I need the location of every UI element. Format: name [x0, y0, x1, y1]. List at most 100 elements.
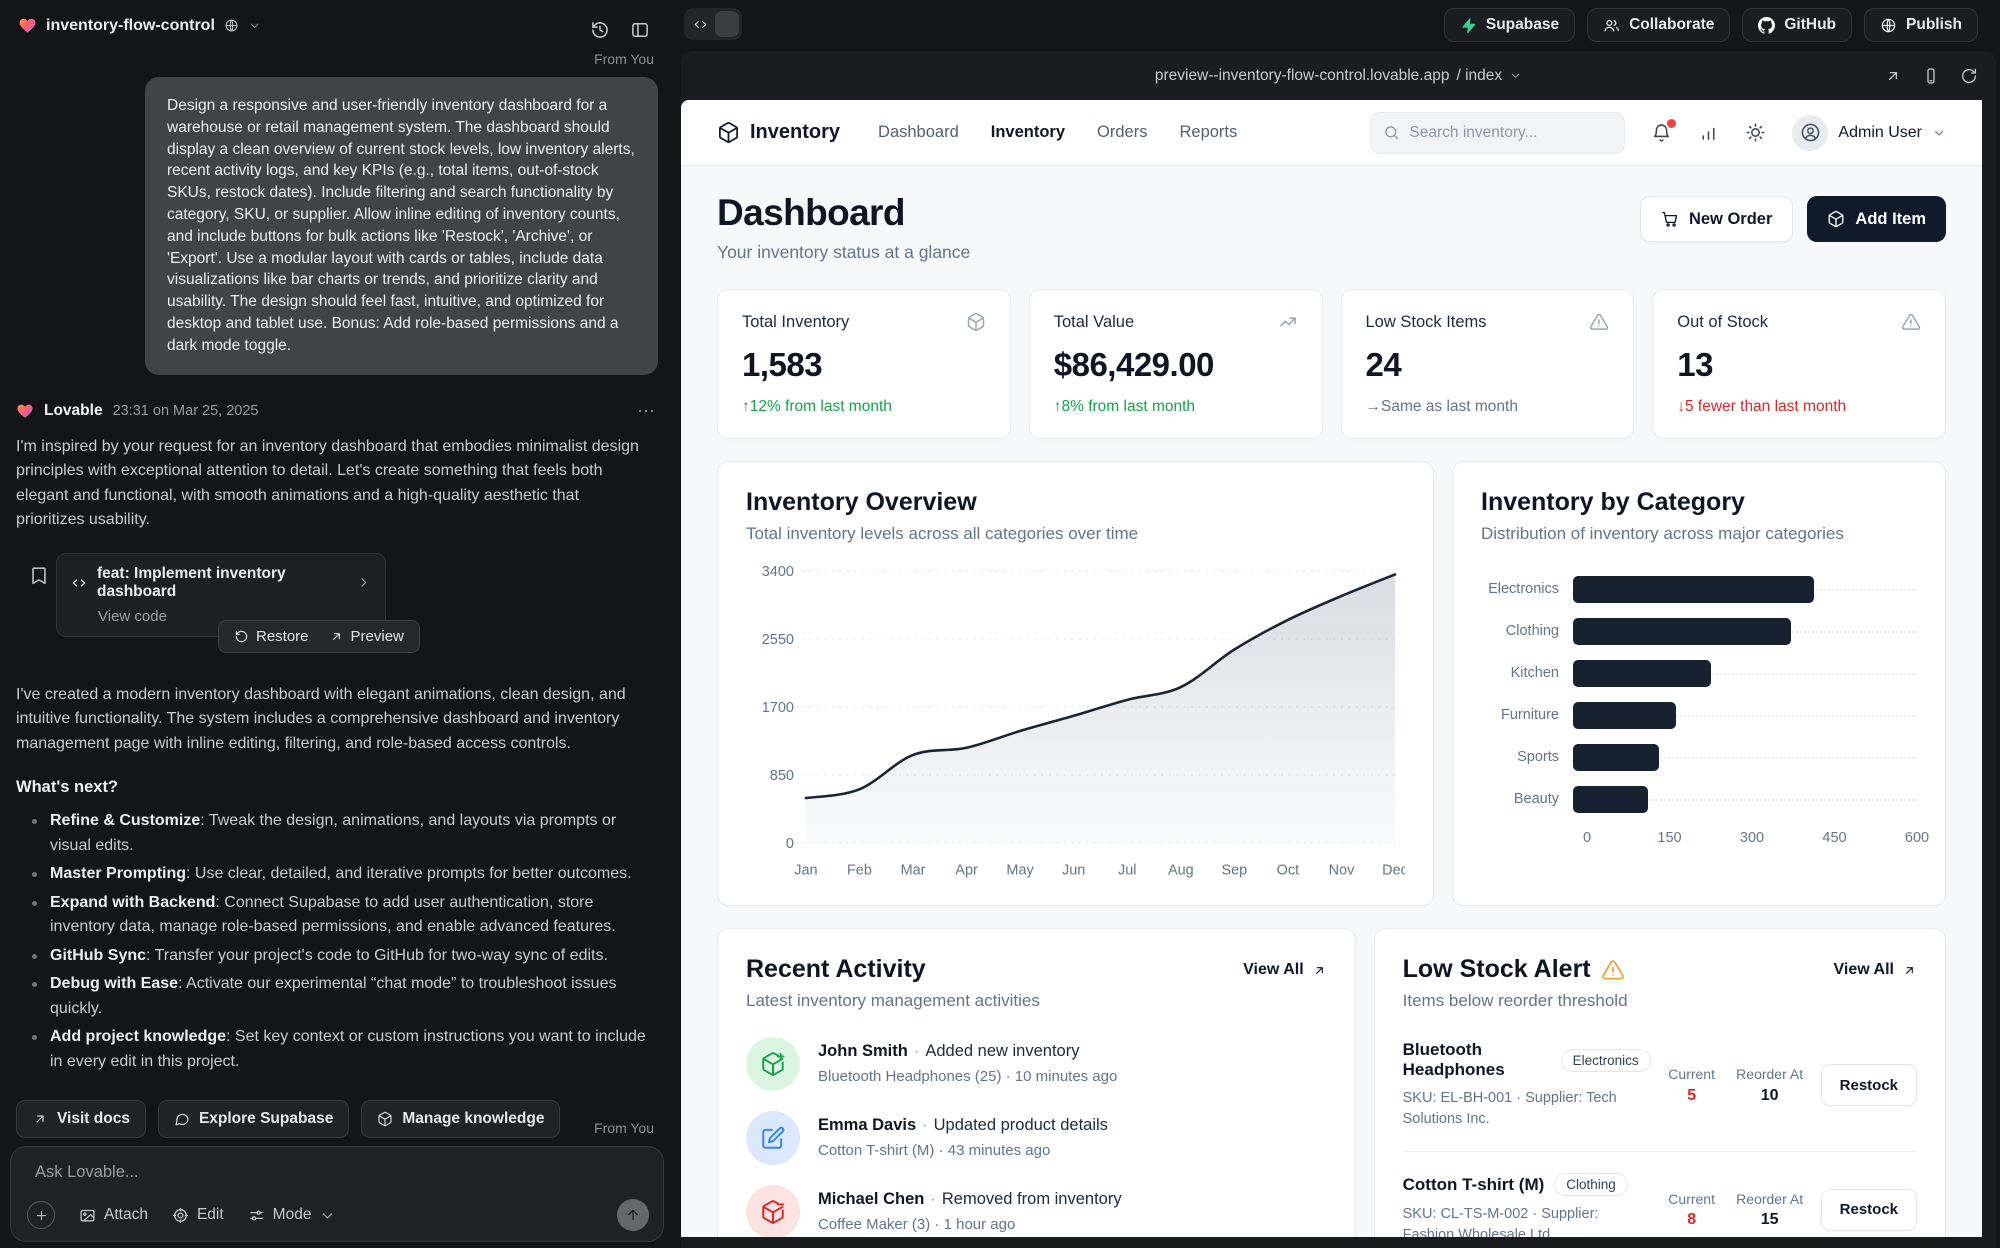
- kpi-delta: ↓5 fewer than last month: [1677, 398, 1847, 415]
- chevron-down-icon: [1932, 126, 1946, 140]
- nav-link-inventory[interactable]: Inventory: [990, 123, 1066, 141]
- preview-arrow-icon: [329, 629, 344, 644]
- bar: [1573, 743, 1659, 771]
- package-icon: [966, 312, 986, 332]
- chevron-down-icon: [319, 1207, 336, 1224]
- mobile-view-icon[interactable]: [1922, 67, 1940, 85]
- current-value: 8: [1687, 1211, 1697, 1229]
- topbar-button-collaborate[interactable]: Collaborate: [1587, 8, 1731, 42]
- page-title: Dashboard: [717, 192, 905, 233]
- mode-button[interactable]: Mode: [248, 1206, 337, 1224]
- assistant-summary: I've created a modern inventory dashboar…: [16, 685, 626, 752]
- bookmark-icon[interactable]: [28, 565, 50, 587]
- svg-text:Jul: Jul: [1118, 863, 1137, 879]
- axis-tick: 0: [1582, 830, 1592, 846]
- kpi-card: Total Value $86,429.00 ↑8% from last month: [1028, 289, 1323, 439]
- bar-row: Kitchen: [1481, 652, 1917, 694]
- svg-text:May: May: [1006, 863, 1034, 879]
- url-chevron-icon[interactable]: [1509, 69, 1522, 82]
- analytics-button[interactable]: [1698, 122, 1719, 143]
- edit-button[interactable]: Edit: [172, 1206, 224, 1224]
- arrow-up-icon: [625, 1207, 641, 1223]
- section-title: Low Stock Alert: [1403, 955, 1628, 984]
- message-menu-icon[interactable]: [636, 401, 656, 421]
- plus-icon: [34, 1208, 49, 1223]
- quick-action-button[interactable]: Visit docs: [16, 1100, 146, 1139]
- chat-input[interactable]: [35, 1163, 639, 1182]
- sliders-icon: [248, 1207, 265, 1224]
- topbar-button-publish[interactable]: Publish: [1864, 8, 1978, 42]
- lovable-heart-icon: [18, 16, 37, 35]
- category-badge: Clothing: [1554, 1173, 1628, 1197]
- quick-action-button[interactable]: Manage knowledge: [361, 1100, 561, 1139]
- topbar-button-supabase[interactable]: Supabase: [1443, 8, 1576, 42]
- nav-link-orders[interactable]: Orders: [1097, 123, 1148, 141]
- restock-button[interactable]: Restock: [1820, 1064, 1917, 1107]
- activity-item: Michael Chen · Removed from inventory Coffe…: [746, 1185, 1327, 1237]
- new-order-button[interactable]: New Order: [1639, 196, 1794, 242]
- quick-action-button[interactable]: Explore Supabase: [157, 1100, 350, 1139]
- theme-toggle[interactable]: [1745, 122, 1766, 143]
- package-icon: [377, 1111, 393, 1127]
- lovable-heart-icon: [16, 402, 34, 420]
- preview-button[interactable]: Preview: [329, 628, 404, 645]
- view-all-link[interactable]: View All: [1243, 961, 1326, 979]
- inventory-by-category-card: Inventory by Category Distribution of in…: [1452, 461, 1946, 906]
- bar-row: Beauty: [1481, 778, 1917, 820]
- history-icon[interactable]: [590, 20, 610, 40]
- code-icon: [71, 575, 87, 591]
- product-name: Bluetooth Headphones: [1402, 1040, 1505, 1079]
- preview-frame: preview--inventory-flow-control.lovable.…: [681, 51, 1996, 1248]
- app-brand[interactable]: Inventory: [717, 121, 840, 144]
- restock-button[interactable]: Restock: [1820, 1188, 1917, 1231]
- sidebar-toggle-icon[interactable]: [630, 20, 650, 40]
- send-button[interactable]: [617, 1199, 649, 1231]
- svg-text:1700: 1700: [762, 700, 794, 716]
- refresh-icon[interactable]: [1960, 67, 1978, 85]
- bar-row: Electronics: [1481, 568, 1917, 610]
- kpi-card: Out of Stock 13 ↓5 fewer than last month: [1652, 289, 1946, 439]
- composer: Attach Edit Mode: [10, 1146, 664, 1242]
- svg-text:Feb: Feb: [847, 863, 872, 879]
- project-header: inventory-flow-control: [0, 0, 672, 35]
- quick-action-label: Explore Supabase: [198, 1110, 334, 1128]
- view-code-link[interactable]: View code: [98, 607, 167, 625]
- bar: [1573, 617, 1791, 645]
- trend-icon: [1278, 312, 1298, 332]
- bullet-item: GitHub Sync: Transfer your project's cod…: [26, 944, 650, 969]
- product-sku: SKU: EL-BH-001 · Supplier: Tech Solution…: [1402, 1090, 1617, 1128]
- open-in-new-tab-icon[interactable]: [1884, 67, 1902, 85]
- code-view-toggle[interactable]: [684, 8, 742, 40]
- topbar-button-github[interactable]: GitHub: [1742, 8, 1853, 42]
- bar-label: Beauty: [1513, 791, 1559, 807]
- add-item-button[interactable]: Add Item: [1807, 196, 1946, 242]
- low-stock-item: Cotton T-shirt (M) Clothing SKU: CL-TS-M-0…: [1403, 1152, 1917, 1237]
- section-title: Recent Activity: [746, 955, 926, 983]
- attach-button[interactable]: Attach: [79, 1206, 148, 1224]
- bar: [1573, 575, 1814, 603]
- preview-url: preview--inventory-flow-control.lovable.…: [1154, 66, 1450, 84]
- add-button[interactable]: [27, 1201, 55, 1229]
- view-all-link[interactable]: View All: [1834, 961, 1917, 979]
- commit-block: feat: Implement inventory dashboard View…: [0, 552, 672, 653]
- commit-expand-icon[interactable]: [356, 575, 371, 590]
- bullet-item: Refine & Customize: Tweak the design, an…: [26, 809, 650, 858]
- quick-action-label: Visit docs: [57, 1110, 130, 1128]
- nav-link-reports[interactable]: Reports: [1179, 123, 1238, 141]
- url-bar[interactable]: preview--inventory-flow-control.lovable.…: [681, 51, 1996, 100]
- chart-subtitle: Total inventory levels across all catego…: [746, 524, 1139, 543]
- nav-link-dashboard[interactable]: Dashboard: [878, 123, 959, 141]
- notifications-button[interactable]: [1651, 119, 1677, 143]
- from-you-label: From You: [594, 1120, 654, 1136]
- notification-badge: [1667, 119, 1677, 128]
- kpi-label: Total Value: [1053, 312, 1135, 331]
- project-chevron-icon[interactable]: [248, 19, 261, 32]
- search-input[interactable]: [1409, 123, 1613, 142]
- kpi-card: Total Inventory 1,583 ↑12% from last month: [717, 289, 1011, 439]
- low-stock-list: Bluetooth Headphones Electronics SKU: EL-B…: [1402, 1019, 1917, 1237]
- activity-line1: John Smith · Added new inventory: [818, 1042, 1080, 1060]
- user-menu[interactable]: Admin User: [1792, 114, 1946, 151]
- bar-row: Furniture: [1481, 694, 1917, 736]
- restore-button[interactable]: Restore: [234, 628, 309, 645]
- axis-tick: 150: [1657, 830, 1682, 846]
